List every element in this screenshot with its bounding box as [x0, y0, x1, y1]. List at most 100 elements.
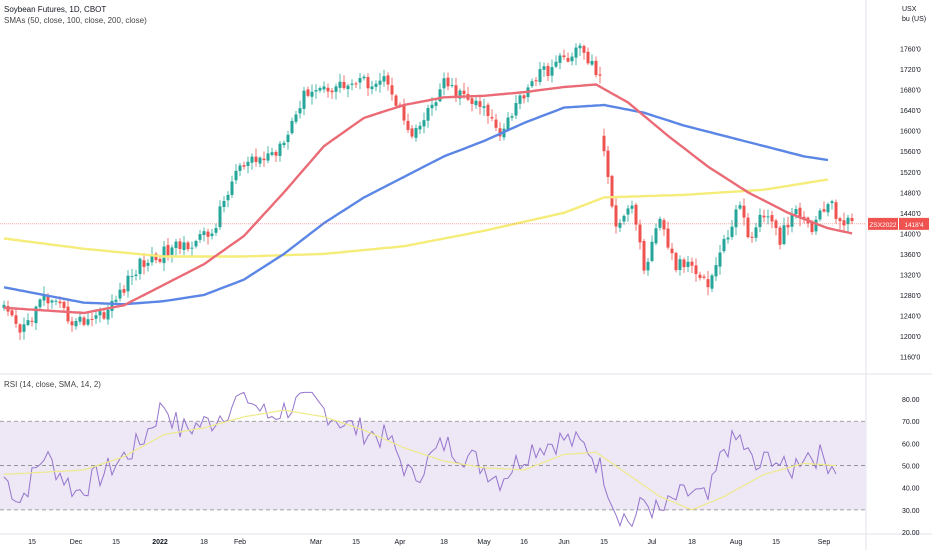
candle-body	[206, 231, 210, 237]
candle-body	[102, 312, 106, 319]
candle-body	[30, 320, 34, 322]
candle-body	[662, 220, 666, 230]
candle-body	[606, 150, 610, 177]
candle-body	[334, 86, 338, 92]
candle-body	[210, 233, 214, 237]
candle-body	[186, 242, 190, 250]
candle-body	[574, 47, 578, 58]
candle-body	[522, 95, 526, 99]
candle-body	[50, 300, 54, 303]
candle-body	[602, 135, 606, 152]
candle-body	[218, 206, 222, 228]
candle-body	[378, 80, 382, 85]
candle-body	[650, 241, 654, 261]
candle-body	[410, 128, 414, 137]
candle-body	[686, 261, 690, 267]
time-tick-label: Aug	[730, 539, 743, 546]
candle-body	[110, 300, 114, 311]
candle-body	[718, 252, 722, 267]
candle-body	[766, 216, 770, 218]
candle-body	[374, 83, 378, 87]
candle-body	[362, 76, 366, 79]
rsi-tick-label: 80.00	[902, 397, 920, 404]
candle-body	[38, 299, 42, 308]
rsi-indicator-label: RSI (14, close, SMA, 14, 2)	[4, 380, 101, 389]
candle-body	[182, 242, 186, 251]
candle-body	[682, 259, 686, 268]
candle-body	[158, 258, 162, 262]
candle-body	[74, 320, 78, 327]
candle-body	[558, 55, 562, 63]
candle-body	[702, 276, 706, 278]
candle-body	[834, 202, 838, 219]
candle-body	[426, 108, 430, 121]
symbol-label: ZSX2022	[869, 222, 896, 229]
candle-body	[82, 317, 86, 325]
candle-body	[818, 210, 822, 220]
candle-body	[270, 152, 274, 155]
candle-body	[422, 120, 426, 127]
candle-body	[514, 103, 518, 116]
time-tick-label: 15	[112, 539, 120, 546]
time-tick-label: Mar	[310, 539, 323, 546]
candle-body	[194, 240, 198, 247]
time-tick-label: 2022	[152, 539, 168, 546]
candle-body	[622, 215, 626, 222]
candle-body	[434, 102, 438, 106]
candle-body	[438, 89, 442, 102]
candle-body	[706, 279, 710, 288]
candle-body	[734, 209, 738, 228]
candle-body	[350, 83, 354, 85]
symbol-tag	[868, 217, 898, 230]
time-tick-label: 16	[520, 539, 528, 546]
price-tick-label: 1640'0	[900, 108, 921, 115]
time-tick-label: 15	[352, 539, 360, 546]
candle-body	[714, 265, 718, 277]
candle-body	[98, 311, 102, 316]
candle-body	[510, 116, 514, 118]
price-tick-label: 1680'0	[900, 88, 921, 95]
rsi-tick-label: 70.00	[902, 419, 920, 426]
candle-body	[582, 46, 586, 53]
candle-body	[478, 101, 482, 107]
candle-body	[610, 175, 614, 207]
candle-body	[394, 95, 398, 106]
candle-body	[154, 253, 158, 261]
sma100-line	[3, 103, 829, 306]
candle-body	[726, 237, 730, 240]
candle-body	[178, 241, 182, 249]
candle-body	[746, 217, 750, 238]
candle-body	[358, 78, 362, 83]
candle-body	[322, 86, 326, 90]
candle-body	[758, 214, 762, 228]
candle-body	[250, 156, 254, 163]
candle-body	[518, 95, 522, 104]
candle-body	[562, 55, 566, 58]
candle-body	[838, 218, 842, 222]
time-tick-label: Feb	[234, 539, 246, 546]
candle-body	[698, 274, 702, 279]
candle-body	[306, 89, 310, 96]
time-tick-label: 15	[600, 539, 608, 546]
candle-body	[850, 217, 854, 222]
candle-body	[598, 74, 602, 76]
candle-body	[66, 306, 70, 322]
unit-label: bu (US)	[902, 16, 926, 23]
candle-body	[146, 262, 150, 266]
candle-body	[798, 207, 802, 219]
price-tick-label: 1480'0	[900, 190, 921, 197]
rsi-legend: RSI (14, close, SMA, 14, 2)	[4, 379, 101, 390]
candle-body	[342, 81, 346, 89]
candle-body	[542, 66, 546, 70]
price-tick-label: 1560'0	[900, 149, 921, 156]
candle-body	[406, 120, 410, 130]
candle-body	[294, 114, 298, 122]
price-tag	[899, 217, 929, 230]
candle-body	[266, 153, 270, 161]
candle-body	[114, 299, 118, 302]
candle-body	[626, 208, 630, 215]
candle-body	[842, 220, 846, 226]
candle-body	[778, 227, 782, 245]
